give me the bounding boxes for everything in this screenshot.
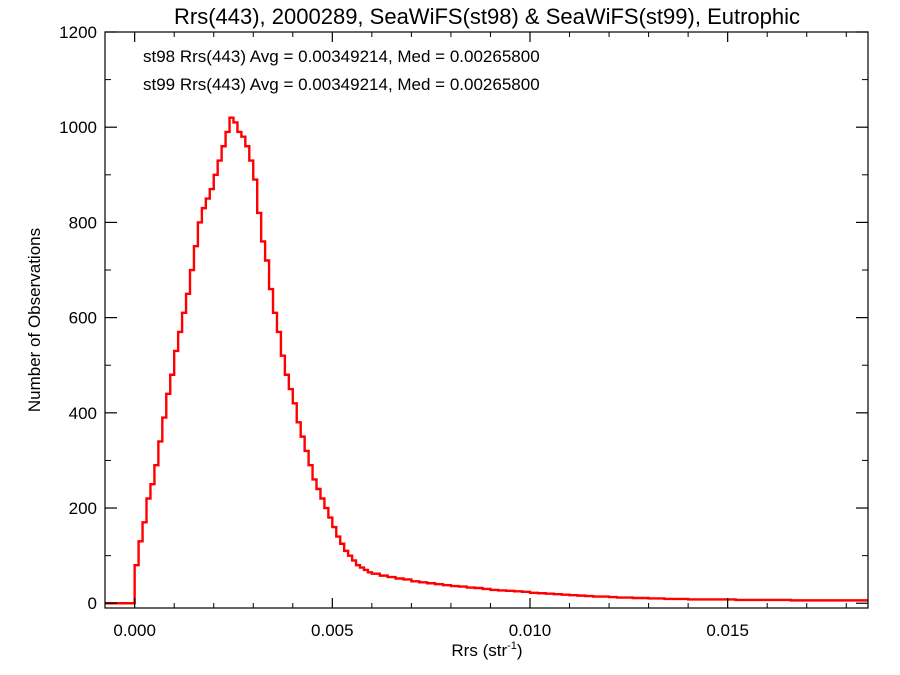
y-tick-label: 0 [88,594,97,613]
chart-title: Rrs(443), 2000289, SeaWiFS(st98) & SeaWi… [174,4,800,29]
plot-area [105,116,868,605]
y-axis-label: Number of Observations [25,228,44,412]
y-tick-label: 200 [69,499,97,518]
y-tick-label: 600 [69,309,97,328]
y-tick-label: 1200 [59,23,97,42]
y-tick-label: 1000 [59,118,97,137]
x-tick-label: 0.000 [113,621,156,640]
x-axis: 0.000 0.005 0.010 0.015 [113,32,847,640]
y-axis: 0 200 400 600 800 1000 1200 [59,23,868,613]
x-axis-label-close: ) [517,641,523,660]
x-tick-label: 0.015 [706,621,749,640]
x-axis-label: Rrs (str-1) [451,640,522,660]
annotation-st99: st99 Rrs(443) Avg = 0.00349214, Med = 0.… [143,75,540,94]
x-axis-label-main: Rrs (str [451,641,507,660]
annotation-st98: st98 Rrs(443) Avg = 0.00349214, Med = 0.… [143,47,540,66]
y-tick-label: 400 [69,404,97,423]
plot-frame [104,31,869,609]
x-tick-label: 0.010 [509,621,552,640]
x-axis-label-superscript: -1 [507,640,517,652]
x-tick-label: 0.005 [311,621,354,640]
series-line [105,116,868,605]
y-tick-label: 800 [69,213,97,232]
